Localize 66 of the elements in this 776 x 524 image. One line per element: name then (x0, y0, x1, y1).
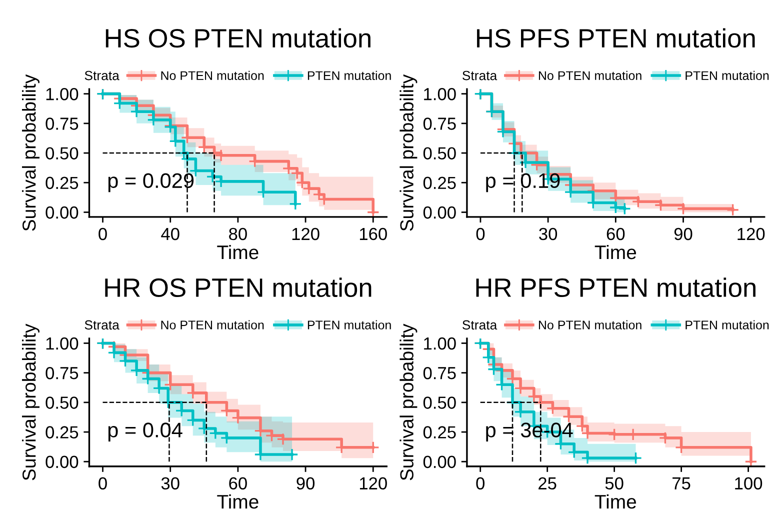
x-tick-label: 120 (738, 228, 765, 240)
x-tick-label: 75 (672, 477, 690, 490)
x-tick-label: 90 (674, 228, 692, 240)
legend-title: Strata (84, 320, 120, 330)
y-axis-title: Survival probability (22, 324, 40, 480)
x-tick-label: 30 (161, 477, 180, 490)
x-tick-label: 60 (229, 477, 247, 490)
chart-title: HR PFS PTEN mutation (476, 278, 756, 298)
chart-title: HR OS PTEN mutation (105, 278, 372, 298)
y-tick-label: 0.50 (423, 396, 456, 409)
legend-label: PTEN mutation (686, 70, 769, 80)
x-tick-label: 0 (98, 228, 107, 240)
y-tick-label: 0.25 (423, 426, 456, 438)
y-tick-label: 0.25 (46, 176, 78, 190)
x-tick-label: 120 (292, 228, 320, 240)
y-tick-label: 0.00 (46, 456, 78, 468)
y-axis-title: Survival probability (22, 74, 40, 231)
legend-label: No PTEN mutation (161, 70, 264, 80)
y-tick-label: 0.50 (423, 147, 456, 160)
annotation: p = 0.04 (108, 422, 182, 442)
x-tick-label: 50 (605, 477, 624, 490)
x-axis-title: Time (594, 494, 636, 509)
y-axis-title: Survival probability (400, 74, 418, 231)
legend-label: No PTEN mutation (538, 70, 642, 80)
x-tick-label: 30 (539, 228, 558, 240)
y-tick-label: 0.00 (423, 456, 456, 468)
x-tick-label: 25 (538, 477, 556, 490)
x-tick-label: 160 (360, 228, 387, 240)
x-axis-title: Time (217, 494, 258, 509)
legend-label: PTEN mutation (686, 320, 769, 330)
y-tick-label: 1.00 (46, 337, 78, 350)
y-tick-label: 0.00 (46, 206, 78, 219)
legend-label: No PTEN mutation (161, 320, 264, 330)
legend-title: Strata (462, 70, 498, 80)
y-tick-label: 1.00 (424, 88, 456, 100)
chart-title: HS PFS PTEN mutation (477, 28, 755, 48)
y-tick-label: 1.00 (424, 337, 456, 350)
y-tick-label: 0.25 (423, 176, 456, 190)
x-tick-label: 100 (735, 477, 762, 490)
y-tick-label: 0.00 (423, 206, 456, 219)
legend-label: PTEN mutation (308, 70, 391, 80)
legend-label: PTEN mutation (308, 320, 391, 330)
x-tick-label: 80 (229, 228, 247, 240)
legend-label: No PTEN mutation (538, 320, 642, 330)
x-tick-label: 40 (161, 228, 180, 240)
y-tick-label: 0.75 (423, 118, 456, 130)
x-tick-label: 90 (296, 477, 315, 490)
x-tick-label: 0 (476, 477, 484, 490)
y-tick-label: 0.75 (423, 366, 456, 380)
x-tick-label: 0 (98, 477, 107, 490)
x-axis-title: Time (594, 244, 636, 260)
legend-title: Strata (462, 320, 498, 330)
y-tick-label: 0.50 (46, 396, 78, 409)
x-axis-title: Time (217, 244, 258, 260)
x-tick-label: 120 (360, 477, 387, 490)
annotation: p = 0.029 (108, 173, 194, 192)
chart-title: HS OS PTEN mutation (106, 28, 370, 48)
legend-title: Strata (84, 70, 120, 80)
y-tick-label: 0.25 (46, 426, 78, 438)
y-tick-label: 1.00 (46, 88, 78, 100)
y-tick-label: 0.75 (46, 118, 78, 130)
x-tick-label: 0 (476, 228, 485, 240)
y-axis-title: Survival probability (400, 324, 418, 480)
y-tick-label: 0.50 (46, 147, 78, 160)
y-tick-label: 0.75 (46, 366, 78, 380)
x-tick-label: 60 (606, 228, 625, 240)
